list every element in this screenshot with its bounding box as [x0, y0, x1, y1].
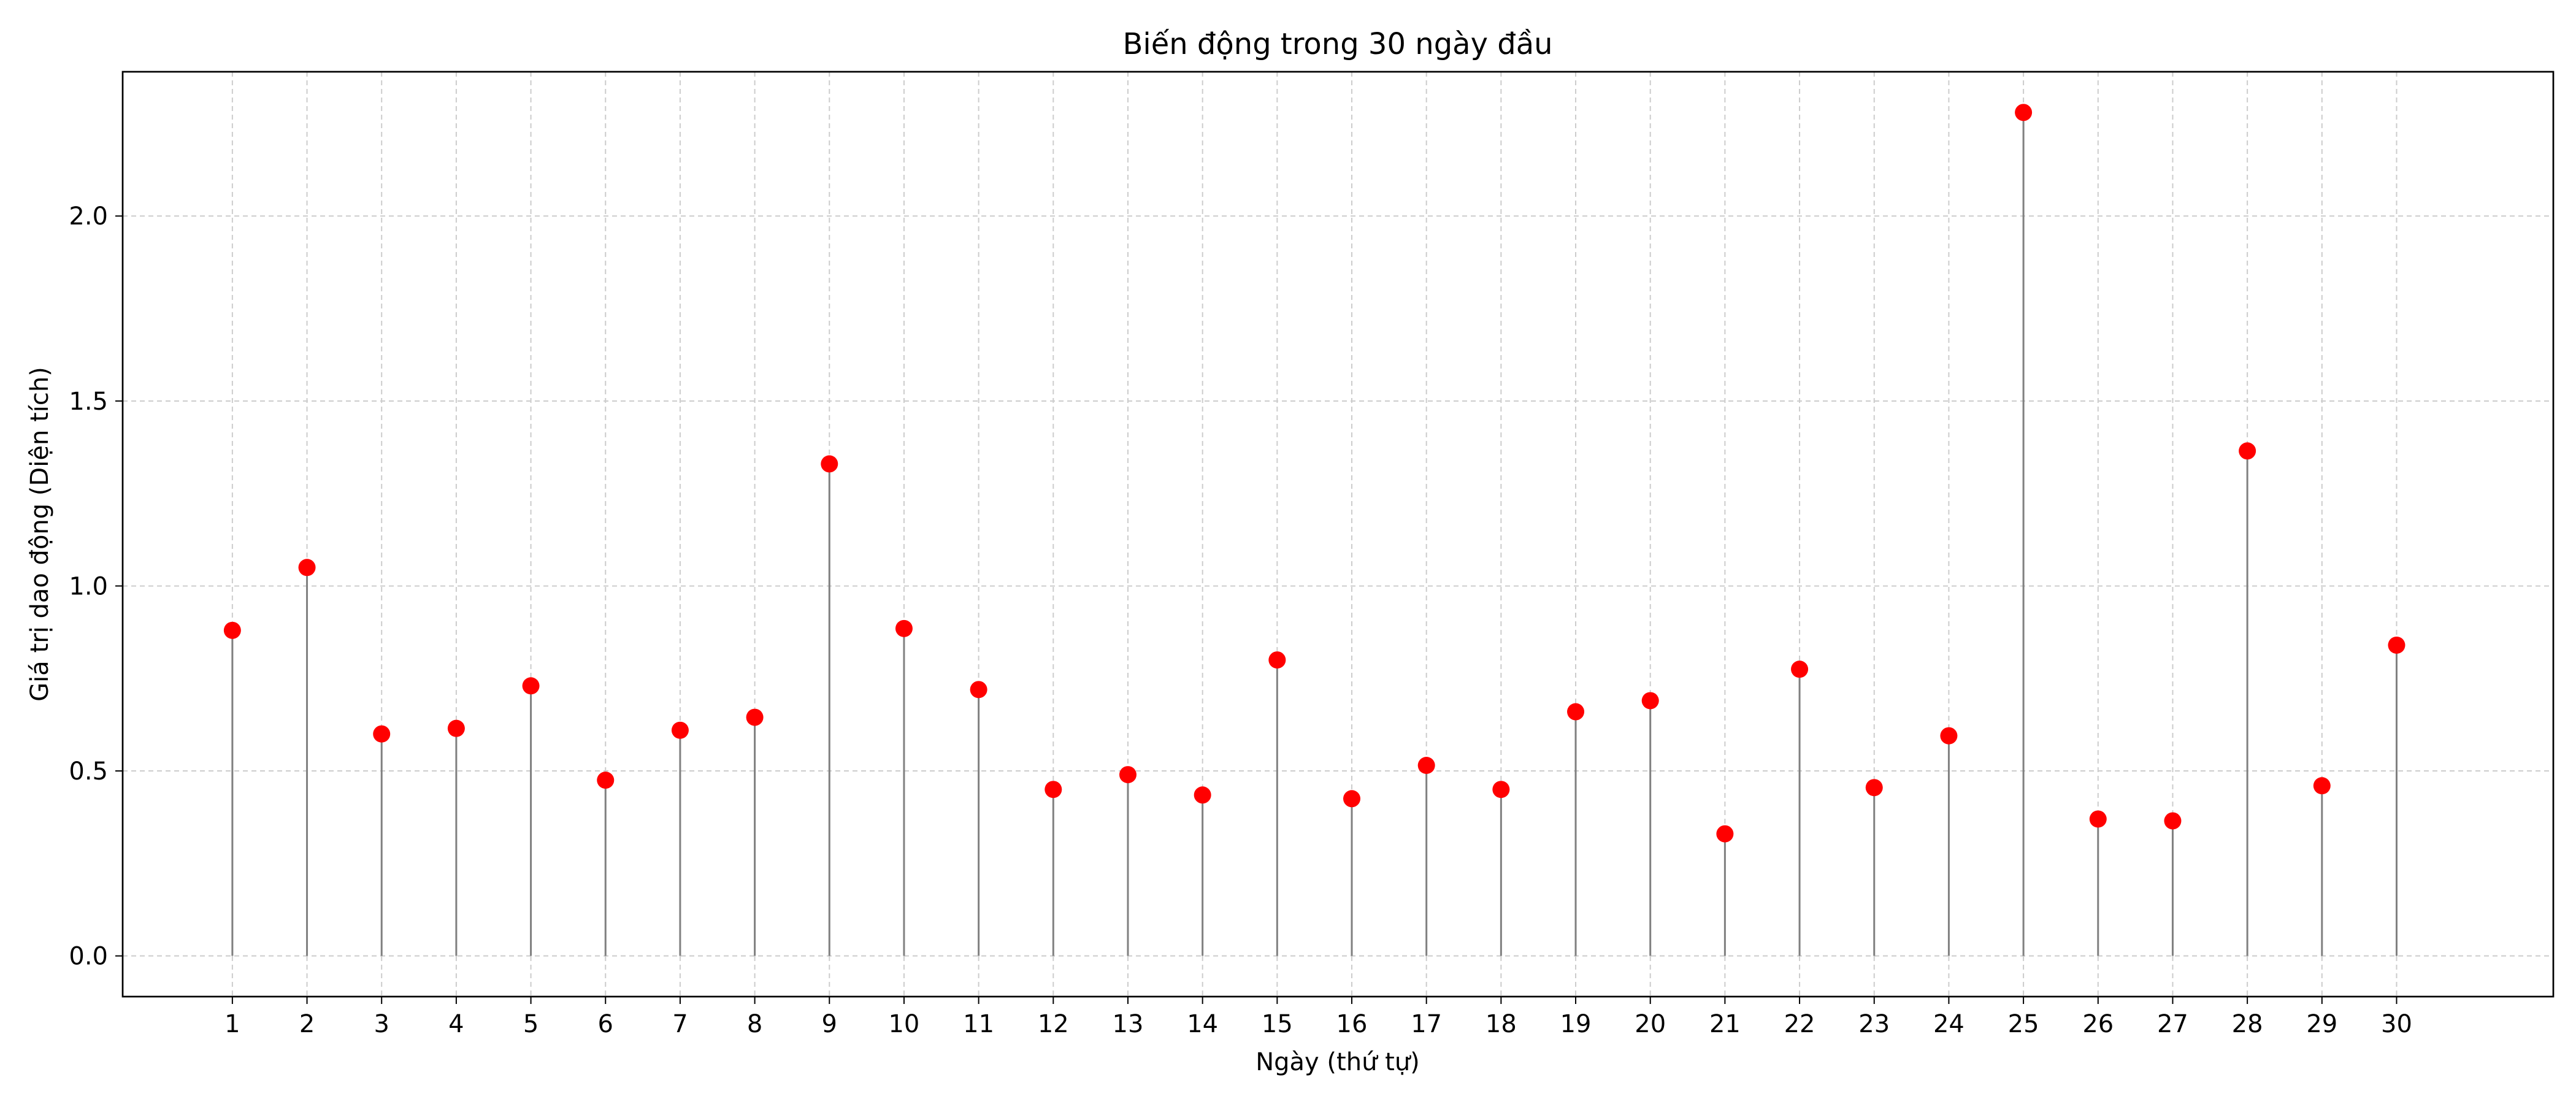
- data-point: [2239, 442, 2256, 460]
- x-tick-label: 16: [1336, 1010, 1368, 1038]
- x-tick-label: 30: [2381, 1010, 2412, 1038]
- x-tick-label: 24: [1933, 1010, 1965, 1038]
- x-tick-label: 14: [1187, 1010, 1218, 1038]
- data-point: [223, 621, 241, 639]
- data-point: [1791, 661, 1809, 678]
- x-tick-label: 8: [747, 1010, 762, 1038]
- x-tick-label: 11: [963, 1010, 994, 1038]
- y-tick-label: 0.0: [69, 943, 108, 971]
- data-point: [1492, 781, 1510, 799]
- data-point: [373, 725, 391, 743]
- marker-layer: [223, 104, 2405, 843]
- y-tick-label: 0.5: [69, 757, 108, 786]
- x-tick-label: 2: [299, 1010, 315, 1038]
- x-tick-label: 28: [2232, 1010, 2263, 1038]
- data-point: [447, 719, 465, 737]
- data-point: [821, 455, 838, 473]
- x-tick-label: 15: [1262, 1010, 1293, 1038]
- x-tick-label: 23: [1858, 1010, 1890, 1038]
- chart-title: Biến động trong 30 ngày đầu: [1122, 27, 1552, 61]
- data-point: [1268, 651, 1286, 669]
- x-tick-label: 1: [224, 1010, 240, 1038]
- data-point: [671, 721, 689, 739]
- stem-layer: [231, 112, 2398, 956]
- y-axis-label: Giá trị dao động (Diện tích): [26, 367, 54, 702]
- x-tick-label: 17: [1411, 1010, 1442, 1038]
- x-tick-label: 10: [888, 1010, 919, 1038]
- data-point: [2164, 812, 2182, 830]
- y-tick-label: 1.5: [69, 388, 108, 416]
- data-point: [1119, 766, 1137, 784]
- x-tick-label: 18: [1485, 1010, 1517, 1038]
- x-tick-label: 3: [374, 1010, 389, 1038]
- data-point: [1343, 790, 1361, 808]
- x-tick-label: 6: [598, 1010, 613, 1038]
- x-axis-label: Ngày (thứ tự): [1255, 1048, 1420, 1076]
- y-tick-label: 1.0: [69, 572, 108, 600]
- data-point: [1865, 779, 1883, 797]
- data-point: [1417, 757, 1435, 774]
- y-tick-label: 2.0: [69, 202, 108, 231]
- grid-layer: [123, 72, 2553, 997]
- x-tick-label: 7: [672, 1010, 688, 1038]
- x-tick-label: 5: [523, 1010, 539, 1038]
- data-point: [2313, 777, 2331, 795]
- data-point: [895, 619, 913, 637]
- plot-frame: [121, 71, 2555, 998]
- data-point: [298, 559, 316, 576]
- data-point: [522, 677, 540, 695]
- x-tick-label: 20: [1635, 1010, 1666, 1038]
- x-tick-label: 12: [1038, 1010, 1069, 1038]
- x-tick-label: 4: [448, 1010, 464, 1038]
- x-tick-label: 27: [2157, 1010, 2188, 1038]
- data-point: [746, 708, 764, 726]
- x-tick-label: 13: [1113, 1010, 1144, 1038]
- data-point: [2089, 810, 2107, 828]
- tick-layer: 0.00.51.01.52.01 2 3 4 5 6 7 8 9 10 11 12 13 14 15 16 17…: [69, 202, 2412, 1038]
- data-point: [970, 681, 987, 699]
- data-point: [1045, 781, 1062, 799]
- x-tick-label: 25: [2008, 1010, 2039, 1038]
- x-tick-label: 19: [1560, 1010, 1592, 1038]
- x-tick-label: 26: [2082, 1010, 2114, 1038]
- x-tick-label: 22: [1784, 1010, 1815, 1038]
- data-point: [2015, 104, 2033, 121]
- x-tick-label: 9: [822, 1010, 837, 1038]
- data-point: [1194, 786, 1211, 804]
- data-point: [1641, 692, 1659, 710]
- data-point: [1716, 825, 1734, 843]
- x-tick-label: 21: [1709, 1010, 1741, 1038]
- data-point: [597, 772, 615, 789]
- data-point: [1567, 703, 1585, 721]
- x-tick-label: 29: [2306, 1010, 2337, 1038]
- data-point: [2388, 636, 2405, 654]
- data-point: [1940, 727, 1958, 745]
